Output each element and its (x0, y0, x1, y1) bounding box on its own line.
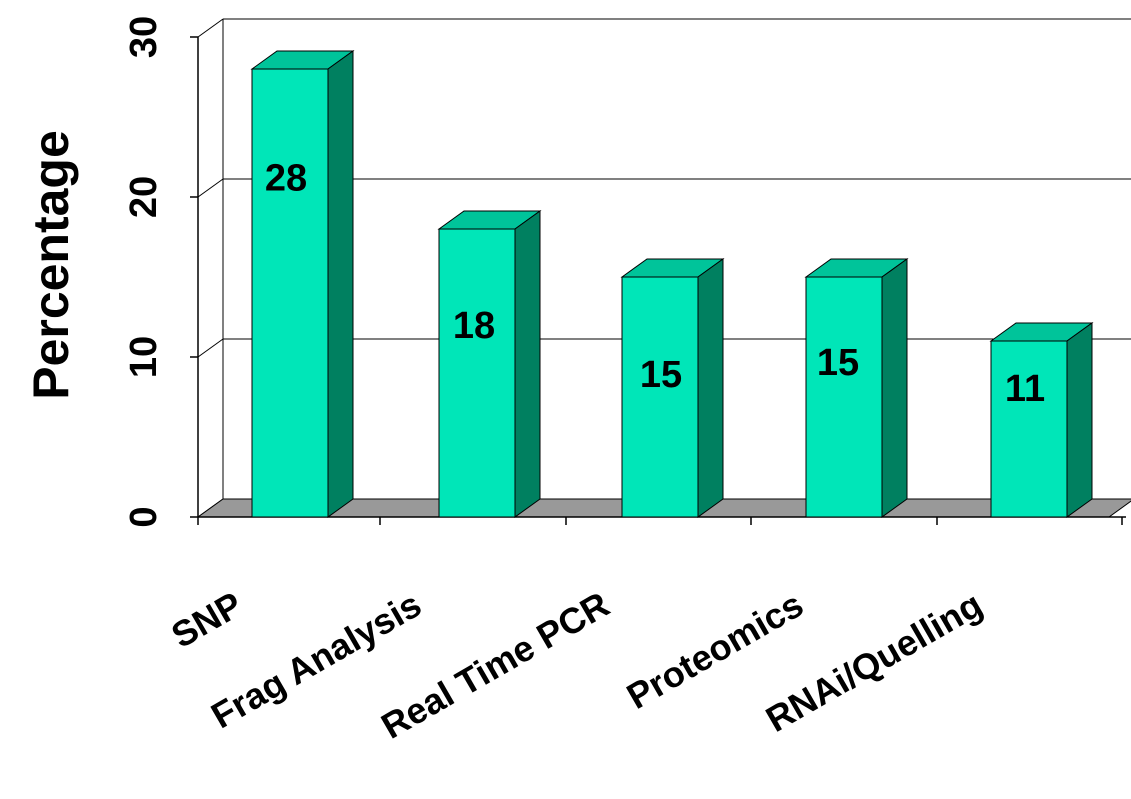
bar-side (514, 210, 541, 518)
bar (620, 258, 725, 518)
y-tick-label: 30 (123, 16, 165, 58)
bar (804, 258, 909, 518)
bar-side (1066, 322, 1093, 518)
data-label: 15 (640, 354, 682, 396)
bar (250, 50, 355, 518)
data-label: 18 (453, 305, 495, 347)
data-label: 28 (265, 158, 307, 200)
data-label: 11 (1005, 368, 1045, 410)
y-tick-label: 0 (123, 506, 165, 527)
grid-connector (197, 178, 224, 198)
y-tick-label: 20 (123, 176, 165, 218)
grid-connector (197, 18, 224, 38)
data-label: 15 (817, 342, 859, 384)
axes: 0 10 20 30 (123, 16, 1126, 528)
bar-front (251, 68, 329, 518)
y-axis-title: Percentage (23, 130, 79, 400)
bar-front (990, 340, 1068, 518)
bar (989, 322, 1094, 518)
bars (250, 50, 1094, 518)
bar (437, 210, 542, 518)
bar-side (697, 258, 724, 518)
grid-connector (197, 338, 224, 358)
grid-layer (197, 18, 1131, 518)
bar-front (621, 276, 699, 518)
bar-front (438, 228, 516, 518)
bar-front (805, 276, 883, 518)
x-category-label: SNP (164, 583, 249, 656)
bar-side (881, 258, 908, 518)
y-tick-label: 10 (123, 336, 165, 378)
bar-side (327, 50, 354, 518)
